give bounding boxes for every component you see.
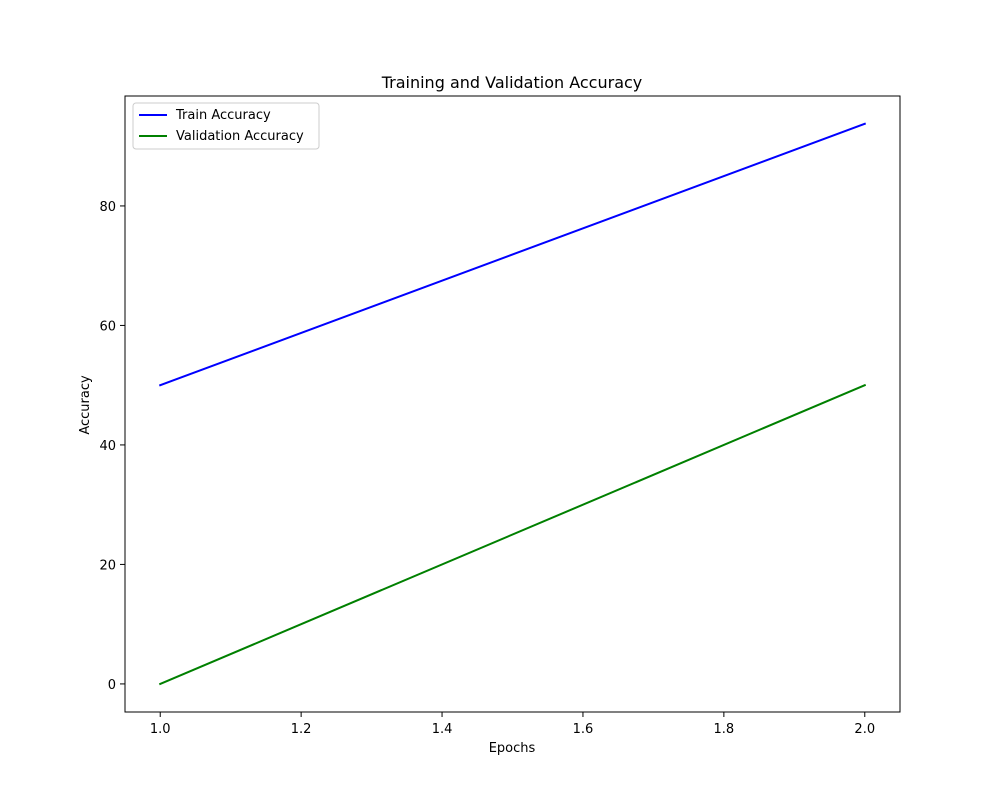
legend-label-1: Train Accuracy — [175, 108, 271, 123]
x-tick-label: 2.0 — [854, 722, 875, 737]
series-line-1 — [158, 122, 867, 387]
plot-frame — [124, 95, 901, 713]
legend-box — [132, 102, 320, 150]
y-axis-label: Accuracy — [78, 375, 93, 435]
x-tick-label: 1.6 — [573, 722, 594, 737]
plot-area: 1.0 1.2 1.4 1.6 1.8 2.0 0 20 40 60 80 Train Accurac… — [99, 95, 901, 737]
chart-title: Training and Validation Accuracy — [381, 73, 643, 92]
y-tick-label: 0 — [108, 678, 116, 693]
y-tick-label: 40 — [99, 439, 116, 454]
series-line-2 — [158, 383, 867, 686]
y-tick-label: 20 — [99, 558, 116, 573]
y-tick-label: 80 — [99, 200, 116, 215]
x-tick-label: 1.2 — [291, 722, 312, 737]
x-tick-label: 1.8 — [714, 722, 735, 737]
legend-label-2: Validation Accuracy — [176, 129, 304, 144]
x-tick-label: 1.4 — [432, 722, 453, 737]
x-tick-label: 1.0 — [150, 722, 171, 737]
y-tick-label: 60 — [99, 319, 116, 334]
x-axis-label: Epochs — [489, 741, 536, 756]
